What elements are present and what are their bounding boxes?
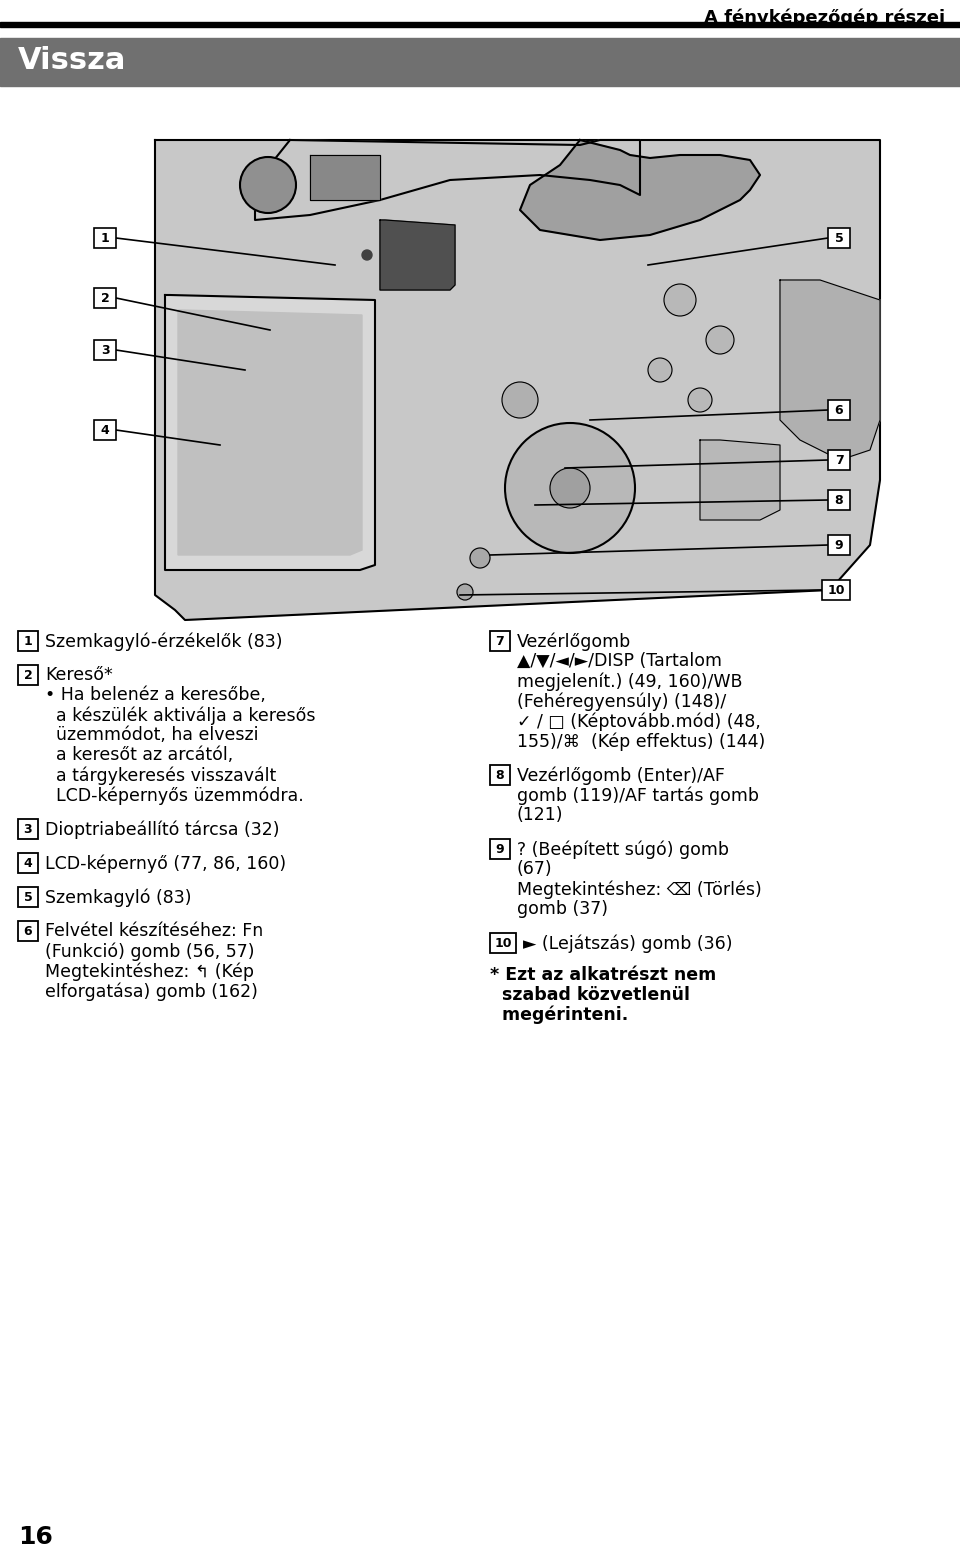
Text: megérinteni.: megérinteni. [490, 1006, 628, 1025]
Text: Vezérlőgomb (Enter)/AF: Vezérlőgomb (Enter)/AF [517, 766, 725, 785]
Bar [0, 22, 960, 26]
Text: (Fehéregyensúly) (148)/: (Fehéregyensúly) (148)/ [517, 691, 727, 710]
Text: 6: 6 [24, 925, 33, 937]
Bar [490, 933, 516, 953]
Circle shape [706, 325, 734, 353]
Text: Megtekintéshez: ↰ (Kép: Megtekintéshez: ↰ (Kép [45, 962, 254, 981]
Polygon shape [255, 140, 640, 220]
Bar [828, 227, 850, 248]
Bar [18, 853, 38, 873]
Polygon shape [155, 140, 880, 620]
Circle shape [648, 358, 672, 381]
Text: (121): (121) [517, 807, 564, 824]
Text: szabad közvetlenül: szabad közvetlenül [490, 986, 690, 1004]
Text: 2: 2 [24, 668, 33, 682]
Text: 7: 7 [495, 635, 504, 648]
Text: * Ezt az alkatrészt nem: * Ezt az alkatrészt nem [490, 965, 716, 984]
Text: Szemkagyló-érzékelők (83): Szemkagyló-érzékelők (83) [45, 632, 282, 651]
Text: 3: 3 [24, 822, 33, 836]
Bar [490, 839, 510, 859]
Text: 2: 2 [101, 291, 109, 305]
Text: 7: 7 [834, 453, 844, 467]
Bar [18, 922, 38, 940]
Circle shape [505, 424, 635, 553]
Text: ▲/▼/◄/►/DISP (Tartalom: ▲/▼/◄/►/DISP (Tartalom [517, 652, 722, 670]
Circle shape [240, 157, 296, 213]
Bar [94, 288, 116, 308]
Text: a keresőt az arcától,: a keresőt az arcától, [45, 746, 233, 764]
Bar [490, 631, 510, 651]
Polygon shape [780, 280, 880, 459]
Circle shape [457, 584, 473, 599]
Text: 1: 1 [101, 232, 109, 244]
Text: • Ha belenéz a keresőbe,: • Ha belenéz a keresőbe, [45, 687, 266, 704]
Text: (Funkció) gomb (56, 57): (Funkció) gomb (56, 57) [45, 942, 254, 961]
Text: Dioptriabeállító tárcsa (32): Dioptriabeállító tárcsa (32) [45, 821, 279, 839]
Bar [828, 400, 850, 420]
Circle shape [502, 381, 538, 417]
Text: 155)/⌘  (Kép effektus) (144): 155)/⌘ (Kép effektus) (144) [517, 732, 765, 750]
Bar [828, 490, 850, 511]
Circle shape [688, 388, 712, 413]
Circle shape [470, 548, 490, 568]
Text: Vezérlőgomb: Vezérlőgomb [517, 632, 632, 651]
Circle shape [550, 469, 590, 508]
Text: 10: 10 [494, 936, 512, 950]
Text: üzemmódot, ha elveszi: üzemmódot, ha elveszi [45, 726, 258, 744]
Text: 8: 8 [834, 494, 843, 506]
Text: Felvétel készítéséhez: Fn: Felvétel készítéséhez: Fn [45, 922, 263, 940]
Text: 5: 5 [24, 891, 33, 903]
Text: Kereső*: Kereső* [45, 666, 112, 684]
Circle shape [362, 251, 372, 260]
Text: Vissza: Vissza [18, 47, 127, 75]
Text: gomb (37): gomb (37) [517, 900, 608, 919]
Text: ► (Lejátszás) gomb (36): ► (Lejátszás) gomb (36) [523, 934, 732, 953]
Text: LCD-képernyős üzemmódra.: LCD-képernyős üzemmódra. [45, 786, 303, 805]
Text: ? (Beépített súgó) gomb: ? (Beépített súgó) gomb [517, 839, 729, 858]
Text: 4: 4 [24, 856, 33, 869]
Bar [828, 536, 850, 554]
Circle shape [664, 283, 696, 316]
Text: (67): (67) [517, 859, 553, 878]
Text: 4: 4 [101, 424, 109, 436]
Text: 1: 1 [24, 635, 33, 648]
Text: 16: 16 [18, 1524, 53, 1549]
Polygon shape [165, 294, 375, 570]
Text: 9: 9 [495, 842, 504, 855]
Text: 10: 10 [828, 584, 845, 596]
Bar [490, 764, 510, 785]
Bar [18, 665, 38, 685]
Bar [828, 450, 850, 470]
Text: gomb (119)/AF tartás gomb: gomb (119)/AF tartás gomb [517, 786, 759, 805]
Bar [18, 819, 38, 839]
Text: 9: 9 [834, 539, 843, 551]
Text: Szemkagyló (83): Szemkagyló (83) [45, 887, 191, 906]
Text: 3: 3 [101, 344, 109, 357]
Text: LCD-képernyő (77, 86, 160): LCD-képernyő (77, 86, 160) [45, 853, 286, 872]
Bar [18, 887, 38, 908]
Text: megjelenít.) (49, 160)/WB: megjelenít.) (49, 160)/WB [517, 673, 742, 690]
Text: a tárgykeresés visszavált: a tárgykeresés visszavált [45, 766, 276, 785]
Polygon shape [380, 220, 455, 290]
Text: Megtekintéshez: ⌫ (Törlés): Megtekintéshez: ⌫ (Törlés) [517, 880, 761, 898]
Text: 8: 8 [495, 769, 504, 782]
Text: ✓ / □ (Képtovább.mód) (48,: ✓ / □ (Képtovább.mód) (48, [517, 712, 761, 730]
Polygon shape [178, 310, 362, 554]
Polygon shape [520, 140, 760, 240]
Bar [0, 37, 960, 86]
Text: 6: 6 [834, 403, 843, 417]
Text: a készülék aktiválja a keresős: a készülék aktiválja a keresős [45, 705, 316, 724]
Bar [822, 581, 850, 599]
Text: elforgatása) gomb (162): elforgatása) gomb (162) [45, 982, 258, 1001]
Polygon shape [310, 156, 380, 199]
Bar [94, 339, 116, 360]
Bar [18, 631, 38, 651]
Bar [94, 420, 116, 441]
Text: A fényképezőgép részei: A fényképezőgép részei [704, 8, 945, 26]
Bar [94, 227, 116, 248]
Text: 5: 5 [834, 232, 844, 244]
Polygon shape [700, 441, 780, 520]
